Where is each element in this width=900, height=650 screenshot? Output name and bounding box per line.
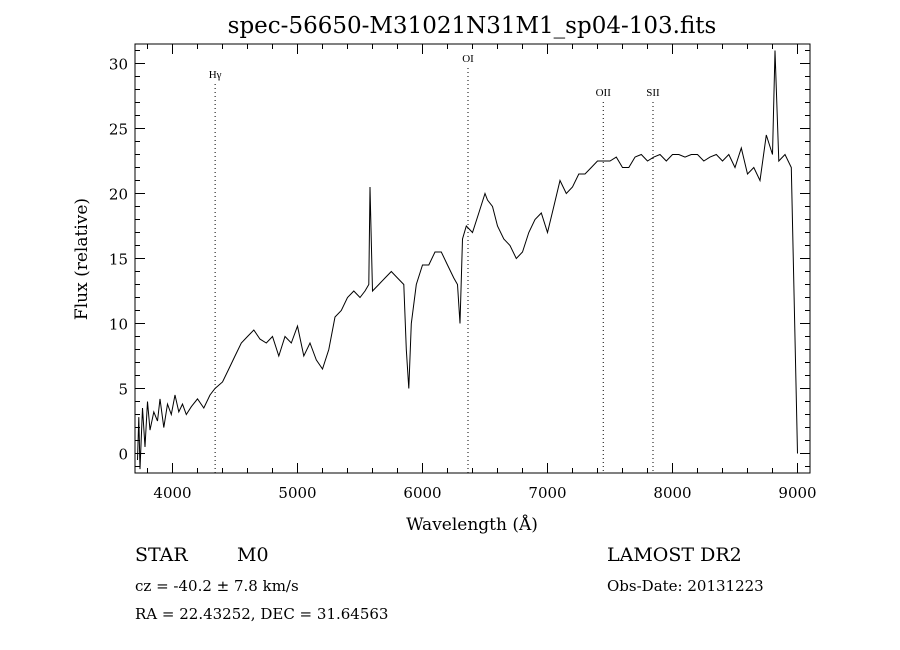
plot-area: Hγ OI OII SII 4000 5000 6000 7000 8000 9000 0 5 10… [109,43,817,502]
y-axis-label: Flux (relative) [72,198,92,320]
spectral-line-label: OI [462,53,474,65]
coords-label: RA = 22.43252, DEC = 31.64563 [135,605,388,623]
x-axis-ticks: 4000 5000 6000 7000 8000 9000 [147,44,817,502]
y-tick-label: 15 [109,251,128,269]
y-tick-label: 30 [109,56,128,74]
spectrum-series [137,50,798,470]
x-tick-label: 7000 [528,484,566,502]
class-label: STAR [135,544,188,566]
footer-info: STAR M0 LAMOST DR2 cz = -40.2 ± 7.8 km/s… [135,544,764,623]
survey-label: LAMOST DR2 [607,544,742,566]
y-tick-label: 20 [109,186,128,204]
spectral-line-label: Hγ [209,69,222,81]
y-tick-label: 25 [109,121,128,139]
x-tick-label: 6000 [403,484,441,502]
chart-title: spec-56650-M31021N31M1_sp04-103.fits [228,13,717,39]
y-axis-ticks: 0 5 10 15 20 25 30 [109,50,810,467]
obs-date-label: Obs-Date: 20131223 [607,577,764,595]
x-axis-label: Wavelength (Å) [406,514,538,535]
x-tick-label: 8000 [653,484,691,502]
spectral-line-markers: Hγ OI OII SII [209,53,660,473]
plot-frame [134,43,811,474]
y-tick-label: 10 [109,316,128,334]
subclass-label: M0 [237,544,269,566]
y-tick-label: 0 [118,446,128,464]
x-tick-label: 5000 [278,484,316,502]
x-tick-label: 4000 [153,484,191,502]
spectral-line-label: OII [596,87,612,99]
x-tick-label: 9000 [778,484,816,502]
spectral-line-label: SII [646,87,660,99]
cz-label: cz = -40.2 ± 7.8 km/s [135,577,299,595]
y-tick-label: 5 [118,381,128,399]
